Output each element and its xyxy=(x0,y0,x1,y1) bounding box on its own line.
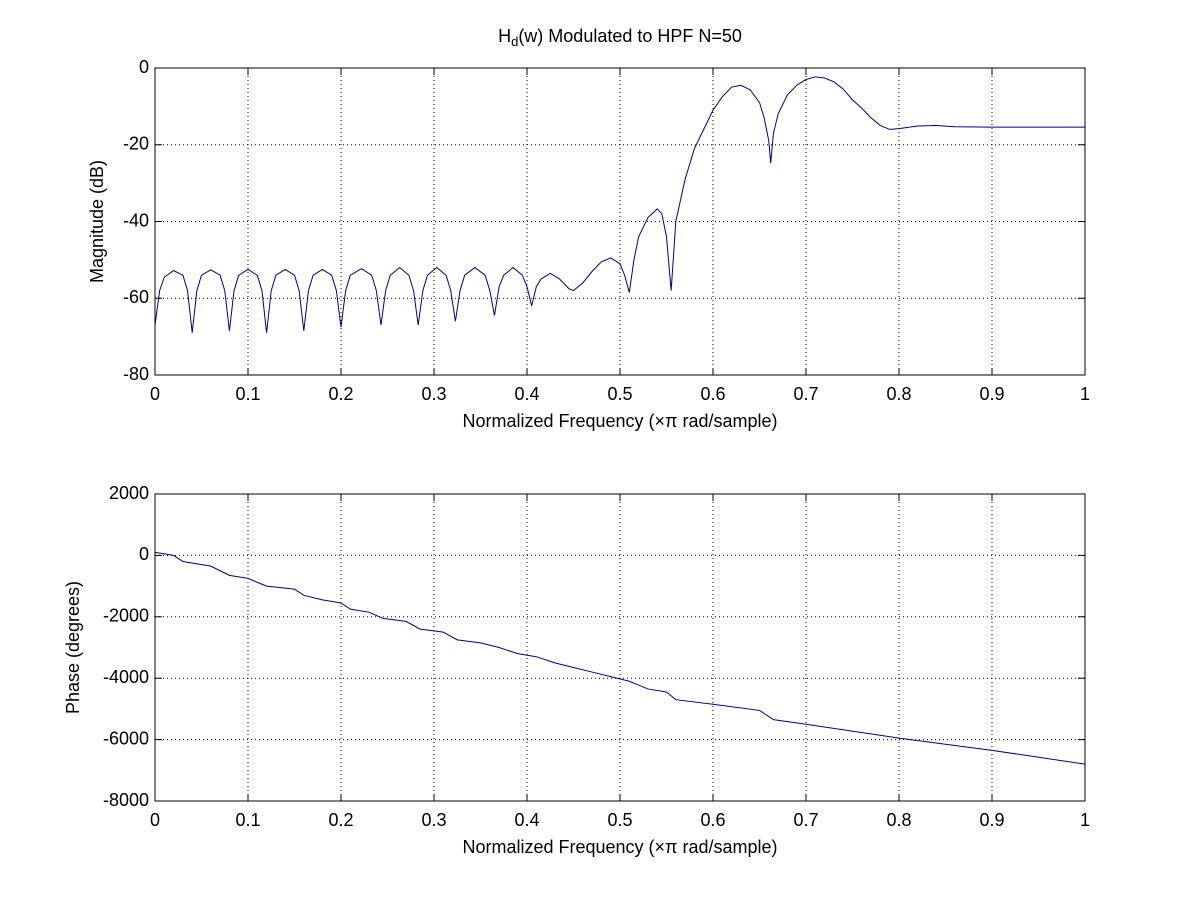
x-tick-label: 0 xyxy=(150,810,160,830)
x-axis-label: Normalized Frequency (×π rad/sample) xyxy=(462,411,777,431)
y-tick-label: 0 xyxy=(139,57,149,77)
axes-box xyxy=(154,493,1086,802)
x-tick-label: 0.4 xyxy=(514,810,539,830)
x-tick-label: 0.1 xyxy=(235,810,260,830)
y-tick-label: -8000 xyxy=(103,790,149,810)
x-tick-label: 0.4 xyxy=(514,384,539,404)
data-line xyxy=(154,551,1086,765)
x-tick-label: 0 xyxy=(150,384,160,404)
y-tick-label: 2000 xyxy=(109,483,149,503)
x-tick-label: 0.7 xyxy=(793,384,818,404)
y-tick-label: -60 xyxy=(123,287,149,307)
y-tick-label: -80 xyxy=(123,364,149,384)
x-tick-label: 0.5 xyxy=(607,384,632,404)
x-tick-label: 0.8 xyxy=(886,384,911,404)
title-part: H xyxy=(498,26,511,46)
y-tick-label: 0 xyxy=(139,544,149,564)
y-tick-label: -4000 xyxy=(103,667,149,687)
x-tick-label: 0.6 xyxy=(700,384,725,404)
y-tick-label: -2000 xyxy=(103,606,149,626)
chart-title: Hd(w) Modulated to HPF N=50 xyxy=(498,26,742,50)
x-tick-label: 0.9 xyxy=(979,810,1004,830)
x-tick-label: 0.6 xyxy=(700,810,725,830)
y-axis-label: Magnitude (dB) xyxy=(87,160,107,283)
y-tick-label: -6000 xyxy=(103,728,149,748)
data-line xyxy=(154,76,1085,333)
x-tick-label: 0.1 xyxy=(235,384,260,404)
y-axis-label: Phase (degrees) xyxy=(63,581,83,714)
axes-background xyxy=(155,494,1085,801)
x-axis-label: Normalized Frequency (×π rad/sample) xyxy=(462,837,777,857)
x-tick-label: 0.2 xyxy=(328,810,353,830)
x-tick-label: 1 xyxy=(1080,384,1090,404)
title-part: (w) Modulated to HPF N=50 xyxy=(518,26,742,46)
x-tick-label: 0.5 xyxy=(607,810,632,830)
x-tick-label: 1 xyxy=(1080,810,1090,830)
axes-box xyxy=(154,67,1086,376)
x-tick-label: 0.8 xyxy=(886,810,911,830)
x-tick-label: 0.7 xyxy=(793,810,818,830)
x-tick-label: 0.2 xyxy=(328,384,353,404)
x-tick-label: 0.3 xyxy=(421,810,446,830)
x-tick-label: 0.9 xyxy=(979,384,1004,404)
y-tick-label: -20 xyxy=(123,134,149,154)
y-tick-label: -40 xyxy=(123,210,149,230)
x-tick-label: 0.3 xyxy=(421,384,446,404)
title-part: d xyxy=(511,34,518,49)
